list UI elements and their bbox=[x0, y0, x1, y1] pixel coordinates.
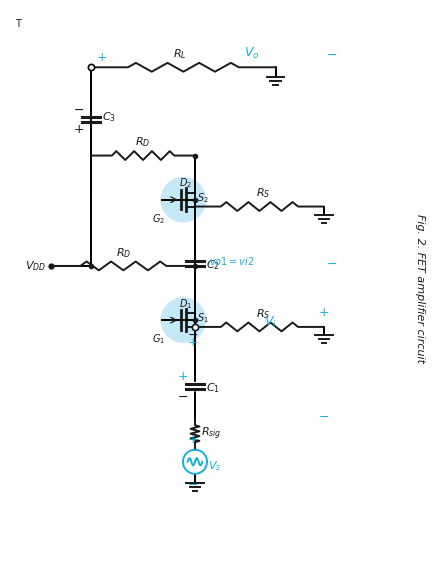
Text: $-$: $-$ bbox=[326, 257, 337, 270]
Text: $-$: $-$ bbox=[177, 390, 189, 403]
Text: $R_S$: $R_S$ bbox=[256, 306, 270, 320]
Text: T: T bbox=[15, 19, 21, 29]
Text: $-$: $-$ bbox=[187, 328, 198, 340]
Text: $C_1$: $C_1$ bbox=[206, 381, 220, 395]
Text: $C_3$: $C_3$ bbox=[102, 111, 116, 124]
Circle shape bbox=[161, 298, 206, 342]
Text: $D_1$: $D_1$ bbox=[179, 297, 192, 311]
Text: $R_L$: $R_L$ bbox=[173, 47, 186, 61]
Text: $V_{DD}$: $V_{DD}$ bbox=[25, 259, 46, 273]
Text: $+$: $+$ bbox=[96, 51, 107, 64]
Text: Fig. 2. FET amplifier circuit: Fig. 2. FET amplifier circuit bbox=[415, 214, 425, 362]
Text: $-$: $-$ bbox=[326, 48, 337, 61]
Text: $D_2$: $D_2$ bbox=[179, 177, 192, 191]
Text: $vo1=vi2$: $vo1=vi2$ bbox=[209, 255, 255, 267]
Text: $S_2$: $S_2$ bbox=[198, 191, 209, 205]
Text: $+$: $+$ bbox=[318, 306, 329, 319]
Text: $-$: $-$ bbox=[187, 478, 198, 491]
Text: $V_s$: $V_s$ bbox=[208, 460, 221, 473]
Text: $G_2$: $G_2$ bbox=[152, 212, 165, 226]
Text: $R_{sig}$: $R_{sig}$ bbox=[201, 426, 222, 442]
Text: $R_D$: $R_D$ bbox=[135, 135, 151, 149]
Text: $-$: $-$ bbox=[318, 410, 329, 423]
Text: $+$: $+$ bbox=[187, 433, 198, 446]
Circle shape bbox=[161, 177, 206, 222]
Text: $S_1$: $S_1$ bbox=[198, 312, 209, 325]
Text: $+$: $+$ bbox=[187, 336, 198, 348]
Text: $R_S$: $R_S$ bbox=[256, 186, 270, 200]
Text: $-$: $-$ bbox=[73, 103, 84, 116]
Text: $G_1$: $G_1$ bbox=[152, 332, 165, 346]
Text: $+$: $+$ bbox=[177, 370, 189, 383]
Text: $V_i$: $V_i$ bbox=[264, 316, 277, 331]
Text: $+$: $+$ bbox=[73, 123, 84, 136]
Text: $V_o$: $V_o$ bbox=[244, 46, 259, 61]
Text: $R_D$: $R_D$ bbox=[116, 246, 131, 260]
Text: $C_2$: $C_2$ bbox=[206, 259, 220, 272]
